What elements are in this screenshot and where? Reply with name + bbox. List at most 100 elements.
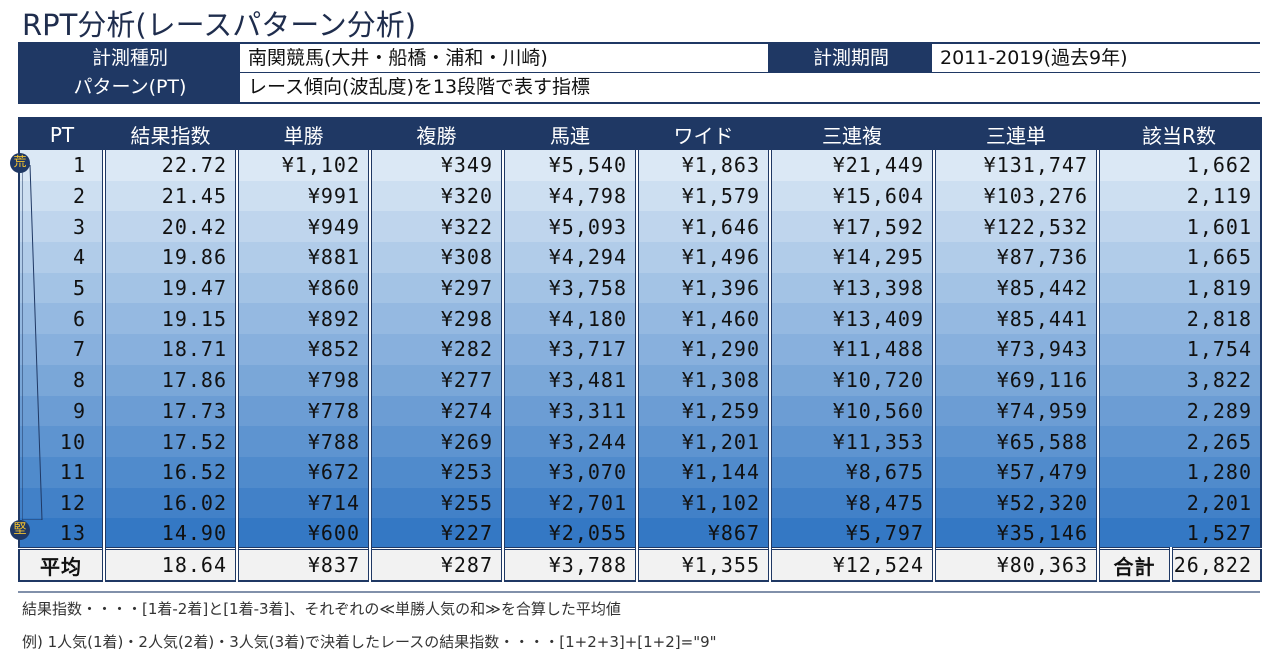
value-cell: ¥35,146 [932, 518, 1098, 549]
value-cell: ¥298 [368, 303, 503, 335]
pt-cell: 10 [19, 426, 104, 457]
value-cell: ¥2,055 [501, 518, 637, 549]
page-title: RPT分析(レースパターン分析) [22, 8, 417, 42]
value-cell: ¥1,646 [635, 211, 770, 243]
value-cell: ¥13,409 [768, 303, 934, 335]
value-cell: ¥1,201 [635, 426, 770, 457]
table-row: 4 19.86 ¥881 ¥308 ¥4,294 ¥1,496 ¥14,295 ¥87,736… [19, 242, 1261, 273]
value-cell: ¥5,093 [501, 211, 637, 243]
value-cell: 1,665 [1096, 242, 1261, 273]
pt-cell: 3 [19, 211, 104, 243]
type-label: 計測種別 [20, 44, 240, 73]
value-cell: ¥122,532 [932, 211, 1098, 243]
value-cell: ¥10,720 [768, 364, 934, 396]
value-cell: ¥277 [368, 364, 503, 396]
value-cell: ¥87,736 [932, 242, 1098, 273]
value-cell: ¥103,276 [932, 180, 1098, 212]
value-cell: ¥852 [235, 334, 370, 365]
value-cell: ¥788 [235, 426, 370, 457]
value-cell: ¥1,396 [635, 272, 770, 304]
value-cell: 16.02 [102, 487, 237, 519]
value-cell: ¥52,320 [932, 487, 1098, 519]
value-cell: ¥4,798 [501, 180, 637, 212]
value-cell: ¥85,442 [932, 272, 1098, 304]
table-row: 11 16.52 ¥672 ¥253 ¥3,070 ¥1,144 ¥8,675 ¥57,479… [19, 456, 1261, 488]
rpt-table: PT 結果指数 単勝 複勝 馬連 ワイド 三連複 三連単 該当R数 1 22.72 ¥1,102 ¥3… [18, 117, 1262, 582]
value-cell: 19.86 [102, 242, 237, 273]
average-value: ¥837 [235, 547, 370, 581]
value-cell: 3,822 [1096, 364, 1261, 396]
pt-cell: 12 [19, 487, 104, 519]
value-cell: ¥349 [368, 150, 503, 181]
value-cell: ¥4,180 [501, 303, 637, 335]
table-row: 13 14.90 ¥600 ¥227 ¥2,055 ¥867 ¥5,797 ¥35,146 1,… [19, 518, 1261, 549]
column-header: ワイド [637, 118, 770, 150]
pt-cell: 7 [19, 334, 104, 365]
average-value: ¥3,788 [501, 547, 637, 581]
table-row: 12 16.02 ¥714 ¥255 ¥2,701 ¥1,102 ¥8,475 ¥52,320… [19, 487, 1261, 519]
value-cell: ¥1,259 [635, 395, 770, 427]
value-cell: ¥11,488 [768, 334, 934, 365]
average-label: 平均 [19, 547, 104, 581]
value-cell: 22.72 [102, 150, 237, 181]
table-row: 1 22.72 ¥1,102 ¥349 ¥5,540 ¥1,863 ¥21,449 ¥131,… [19, 150, 1261, 181]
solid-badge-icon: 堅 [10, 520, 30, 540]
value-cell: 2,119 [1096, 180, 1261, 212]
value-cell: 2,201 [1096, 487, 1261, 519]
value-cell: ¥11,353 [768, 426, 934, 457]
value-cell: ¥3,311 [501, 395, 637, 427]
column-header: 単勝 [237, 118, 370, 150]
value-cell: ¥74,959 [932, 395, 1098, 427]
value-cell: 2,818 [1096, 303, 1261, 335]
pattern-value: レース傾向(波乱度)を13段階で表す指標 [240, 73, 1260, 102]
average-value: ¥80,363 [932, 547, 1098, 581]
value-cell: 19.47 [102, 272, 237, 304]
value-cell: ¥2,701 [501, 487, 637, 519]
column-header: 該当R数 [1098, 118, 1261, 150]
value-cell: 14.90 [102, 518, 237, 549]
value-cell: ¥991 [235, 180, 370, 212]
value-cell: ¥1,460 [635, 303, 770, 335]
value-cell: 21.45 [102, 180, 237, 212]
value-cell: 20.42 [102, 211, 237, 243]
value-cell: ¥10,560 [768, 395, 934, 427]
value-cell: 2,265 [1096, 426, 1261, 457]
column-header: 複勝 [370, 118, 503, 150]
value-cell: ¥322 [368, 211, 503, 243]
table-row: 5 19.47 ¥860 ¥297 ¥3,758 ¥1,396 ¥13,398 ¥85,442… [19, 272, 1261, 304]
value-cell: ¥3,244 [501, 426, 637, 457]
average-value: ¥12,524 [768, 547, 934, 581]
value-cell: ¥297 [368, 272, 503, 304]
average-value: 18.64 [102, 547, 237, 581]
value-cell: 19.15 [102, 303, 237, 335]
pt-cell: 5 [19, 272, 104, 304]
value-cell: ¥57,479 [932, 456, 1098, 488]
pt-cell: 2 [19, 180, 104, 212]
value-cell: ¥892 [235, 303, 370, 335]
pt-cell: 9 [19, 395, 104, 427]
value-cell: ¥672 [235, 456, 370, 488]
value-cell: ¥131,747 [932, 150, 1098, 181]
value-cell: ¥269 [368, 426, 503, 457]
value-cell: ¥867 [635, 518, 770, 549]
table-row: 7 18.71 ¥852 ¥282 ¥3,717 ¥1,290 ¥11,488 ¥73,943… [19, 334, 1261, 365]
value-cell: 1,527 [1096, 518, 1261, 549]
value-cell: ¥5,540 [501, 150, 637, 181]
value-cell: ¥255 [368, 487, 503, 519]
pt-cell: 6 [19, 303, 104, 335]
value-cell: 2,289 [1096, 395, 1261, 427]
column-header: 三連単 [934, 118, 1098, 150]
period-value: 2011-2019(過去9年) [932, 44, 1260, 73]
value-cell: ¥1,496 [635, 242, 770, 273]
type-value: 南関競馬(大井・船橋・浦和・川崎) [240, 44, 770, 73]
trend-triangle-icon [22, 165, 43, 520]
column-header: PT [19, 118, 104, 150]
value-cell: ¥320 [368, 180, 503, 212]
value-cell: ¥73,943 [932, 334, 1098, 365]
value-cell: 1,601 [1096, 211, 1261, 243]
table-row: 6 19.15 ¥892 ¥298 ¥4,180 ¥1,460 ¥13,409 ¥85,441… [19, 303, 1261, 335]
value-cell: ¥85,441 [932, 303, 1098, 335]
column-header: 結果指数 [104, 118, 237, 150]
rough-badge-icon: 荒 [10, 153, 30, 173]
value-cell: ¥881 [235, 242, 370, 273]
